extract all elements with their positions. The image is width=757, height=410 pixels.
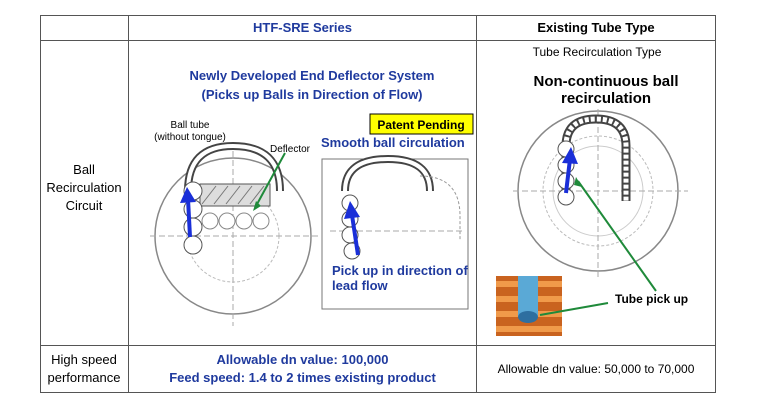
table-border-left bbox=[40, 15, 41, 393]
photo-pointer bbox=[539, 302, 609, 316]
htf-feed-speed: Feed speed: 1.4 to 2 times existing prod… bbox=[169, 370, 436, 385]
non-continuous-heading-line2: recirculation bbox=[561, 90, 651, 107]
tube-pickup-label: Tube pick up bbox=[615, 292, 688, 306]
htf-right-arrow-icon bbox=[344, 201, 360, 256]
htf-left-arrow-icon bbox=[180, 187, 196, 238]
table-border-top bbox=[40, 15, 716, 16]
pickup-label-line1: Pick up in direction of bbox=[332, 263, 468, 278]
table-divider-col1 bbox=[128, 15, 129, 393]
header-htf-sre: HTF-SRE Series bbox=[253, 20, 352, 35]
table-divider-row bbox=[40, 345, 716, 346]
pickup-label-line2: lead flow bbox=[332, 278, 389, 293]
patent-pending-text: Patent Pending bbox=[377, 118, 464, 132]
deflector-pointer bbox=[255, 152, 286, 207]
comparison-table: HTF-SRE Series Existing Tube Type Ball R… bbox=[40, 15, 716, 393]
htf-left-nut-drawing bbox=[150, 141, 320, 326]
ball-tube-sublabel: (without tongue) bbox=[154, 132, 226, 143]
row-label-line: High speed bbox=[51, 352, 117, 367]
existing-dn-value: Allowable dn value: 50,000 to 70,000 bbox=[497, 362, 695, 376]
table-divider-header bbox=[40, 40, 716, 41]
deflector-label: Deflector bbox=[270, 144, 311, 155]
ball-tube-label: Ball tube bbox=[171, 120, 210, 131]
deflector-pointer-head bbox=[253, 201, 261, 211]
htf-title-line2: (Picks up Balls in Direction of Flow) bbox=[201, 87, 422, 102]
tube-pickup-photo bbox=[496, 276, 562, 336]
non-continuous-heading-line1: Non-continuous ball bbox=[534, 73, 679, 90]
existing-nut-drawing bbox=[513, 109, 688, 277]
row-label-line: performance bbox=[47, 370, 121, 385]
htf-sre-diagram: Newly Developed End Deflector System (Pi… bbox=[150, 68, 474, 326]
row-label-line: Recirculation bbox=[46, 180, 122, 195]
existing-arrow-icon bbox=[562, 147, 578, 194]
htf-performance: Allowable dn value: 100,000 Feed speed: … bbox=[129, 351, 476, 387]
htf-title-line1: Newly Developed End Deflector System bbox=[190, 68, 435, 83]
tube-recirculation-subtitle: Tube Recirculation Type bbox=[533, 45, 662, 59]
row-label-high-speed: High speed performance bbox=[40, 351, 128, 387]
row-label-ball-recirculation: Ball Recirculation Circuit bbox=[40, 161, 128, 215]
tube-pickup-pointer bbox=[577, 180, 657, 292]
smooth-circulation-label: Smooth ball circulation bbox=[321, 135, 465, 150]
table-border-bottom bbox=[40, 392, 716, 393]
table-divider-col2 bbox=[476, 15, 477, 393]
header-existing-tube: Existing Tube Type bbox=[537, 20, 655, 35]
existing-tube-diagram: Tube Recirculation Type Non-continuous b… bbox=[496, 45, 688, 336]
htf-right-detail-drawing bbox=[321, 154, 469, 310]
table-border-right bbox=[715, 15, 716, 393]
htf-dn-value: Allowable dn value: 100,000 bbox=[216, 352, 389, 367]
row-label-line: Ball bbox=[73, 162, 95, 177]
patent-pending-badge bbox=[369, 113, 474, 135]
row-label-line: Circuit bbox=[65, 198, 103, 213]
tube-pickup-pointer-head bbox=[574, 177, 582, 187]
